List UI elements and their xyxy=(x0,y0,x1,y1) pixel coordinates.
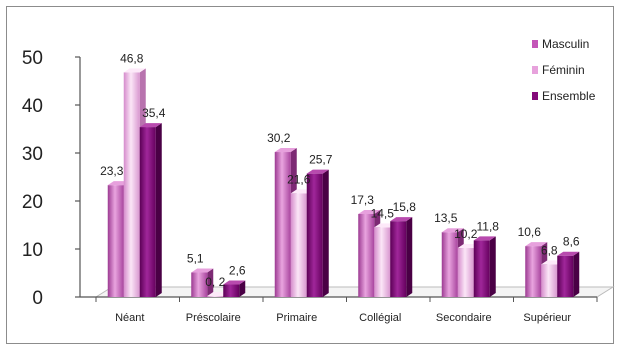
bar-ensemble-neant xyxy=(139,123,162,297)
data-label-feminin-collegial: 14,5 xyxy=(371,206,395,220)
bar-front xyxy=(207,296,224,297)
bar-front xyxy=(557,255,574,297)
data-label-ensemble-prescolaire: 2,6 xyxy=(229,264,246,278)
legend-swatch xyxy=(532,66,538,74)
x-tick-label-primaire: Primaire xyxy=(276,312,317,324)
chart-axes: 0 10 20 30 40 50 Néant Préscolaire Primaire Collé… xyxy=(22,48,598,324)
y-tick-label: 50 xyxy=(22,48,43,69)
bar-front xyxy=(473,240,490,297)
legend-swatch xyxy=(532,92,538,100)
legend-swatch xyxy=(532,40,538,48)
legend-item-ensemble: Ensemble xyxy=(532,89,596,103)
bar-front xyxy=(306,173,323,297)
chart-bars xyxy=(107,68,580,297)
x-tick-label-neant: Néant xyxy=(115,312,144,324)
legend-label: Ensemble xyxy=(542,89,596,103)
y-tick-label: 0 xyxy=(32,288,43,309)
bar-side xyxy=(239,280,246,297)
bar-side xyxy=(573,251,580,297)
bar-front xyxy=(123,72,140,297)
bar-top xyxy=(191,268,214,273)
bar-front xyxy=(374,227,391,297)
legend-label: Féminin xyxy=(542,63,585,77)
data-label-ensemble-collegial: 15,8 xyxy=(393,200,417,214)
bar-top xyxy=(441,228,464,233)
data-label-masculin-primaire: 30,2 xyxy=(267,131,291,145)
bar-front xyxy=(525,246,542,297)
bar-front xyxy=(191,272,208,297)
bar-top xyxy=(390,217,413,222)
bar-top xyxy=(274,148,297,153)
bar-front xyxy=(541,264,558,297)
bar-ensemble-prescolaire xyxy=(223,280,246,297)
bar-side xyxy=(322,169,329,297)
bar-front xyxy=(139,127,156,297)
data-label-feminin-primaire: 21,6 xyxy=(287,172,311,186)
chart-legend: Masculin Féminin Ensemble xyxy=(532,37,596,103)
data-label-masculin-prescolaire: 5,1 xyxy=(187,252,204,266)
bar-top xyxy=(306,169,329,174)
x-tick-label-secondaire: Secondaire xyxy=(436,312,492,324)
data-label-feminin-neant: 46,8 xyxy=(120,51,144,65)
bar-side xyxy=(155,123,162,297)
data-label-masculin-collegial: 17,3 xyxy=(351,193,375,207)
y-tick-label: 20 xyxy=(22,192,43,213)
bar-top xyxy=(139,123,162,128)
data-label-feminin-secondaire: 10,2 xyxy=(454,227,478,241)
x-tick-label-collegial: Collégial xyxy=(359,312,401,324)
bar-front xyxy=(290,193,307,297)
x-tick-label-superieur: Supérieur xyxy=(523,312,571,324)
bar-front xyxy=(390,221,407,297)
bar-ensemble-collegial xyxy=(390,217,413,297)
data-label-feminin-superieur: 6,8 xyxy=(541,243,558,257)
legend-label: Masculin xyxy=(542,37,589,51)
bar-top xyxy=(223,280,246,285)
bar-top xyxy=(525,242,548,247)
bar-front xyxy=(223,284,240,297)
x-tick-label-prescolaire: Préscolaire xyxy=(186,312,241,324)
chart-data-labels: 23,3 46,8 35,4 5,10, 2 2,6 30,2 21,6 25,7 17,314… xyxy=(100,51,580,289)
data-label-ensemble-primaire: 25,7 xyxy=(309,153,333,167)
bar-front xyxy=(358,213,375,297)
y-tick-label: 30 xyxy=(22,144,43,165)
bar-ensemble-primaire xyxy=(306,169,329,297)
bar-top xyxy=(557,251,580,256)
data-label-ensemble-secondaire: 11,8 xyxy=(477,219,500,233)
data-label-masculin-secondaire: 13,5 xyxy=(434,211,458,225)
bar-front xyxy=(107,185,124,297)
bar-ensemble-superieur xyxy=(557,251,580,297)
data-label-feminin-prescolaire: 0, 2 xyxy=(205,275,225,289)
bar-top xyxy=(473,236,496,241)
y-tick-label: 10 xyxy=(22,240,43,261)
bar-top xyxy=(123,68,146,73)
data-label-ensemble-superieur: 8,6 xyxy=(563,235,580,249)
bar-masculin-prescolaire xyxy=(191,268,214,297)
legend-item-masculin: Masculin xyxy=(532,37,589,51)
bar-ensemble-secondaire xyxy=(473,236,496,297)
y-tick-label: 40 xyxy=(22,96,43,117)
data-label-masculin-superieur: 10,6 xyxy=(518,225,542,239)
bar-side xyxy=(406,217,413,297)
bar-top xyxy=(358,209,381,214)
bar-front xyxy=(457,248,474,297)
bar-side xyxy=(207,268,214,297)
data-label-ensemble-neant: 35,4 xyxy=(142,106,166,120)
bar-front xyxy=(274,152,291,297)
data-label-masculin-neant: 23,3 xyxy=(100,164,124,178)
legend-item-feminin: Féminin xyxy=(532,63,585,77)
bar-side xyxy=(489,236,496,297)
bar-front xyxy=(441,232,458,297)
